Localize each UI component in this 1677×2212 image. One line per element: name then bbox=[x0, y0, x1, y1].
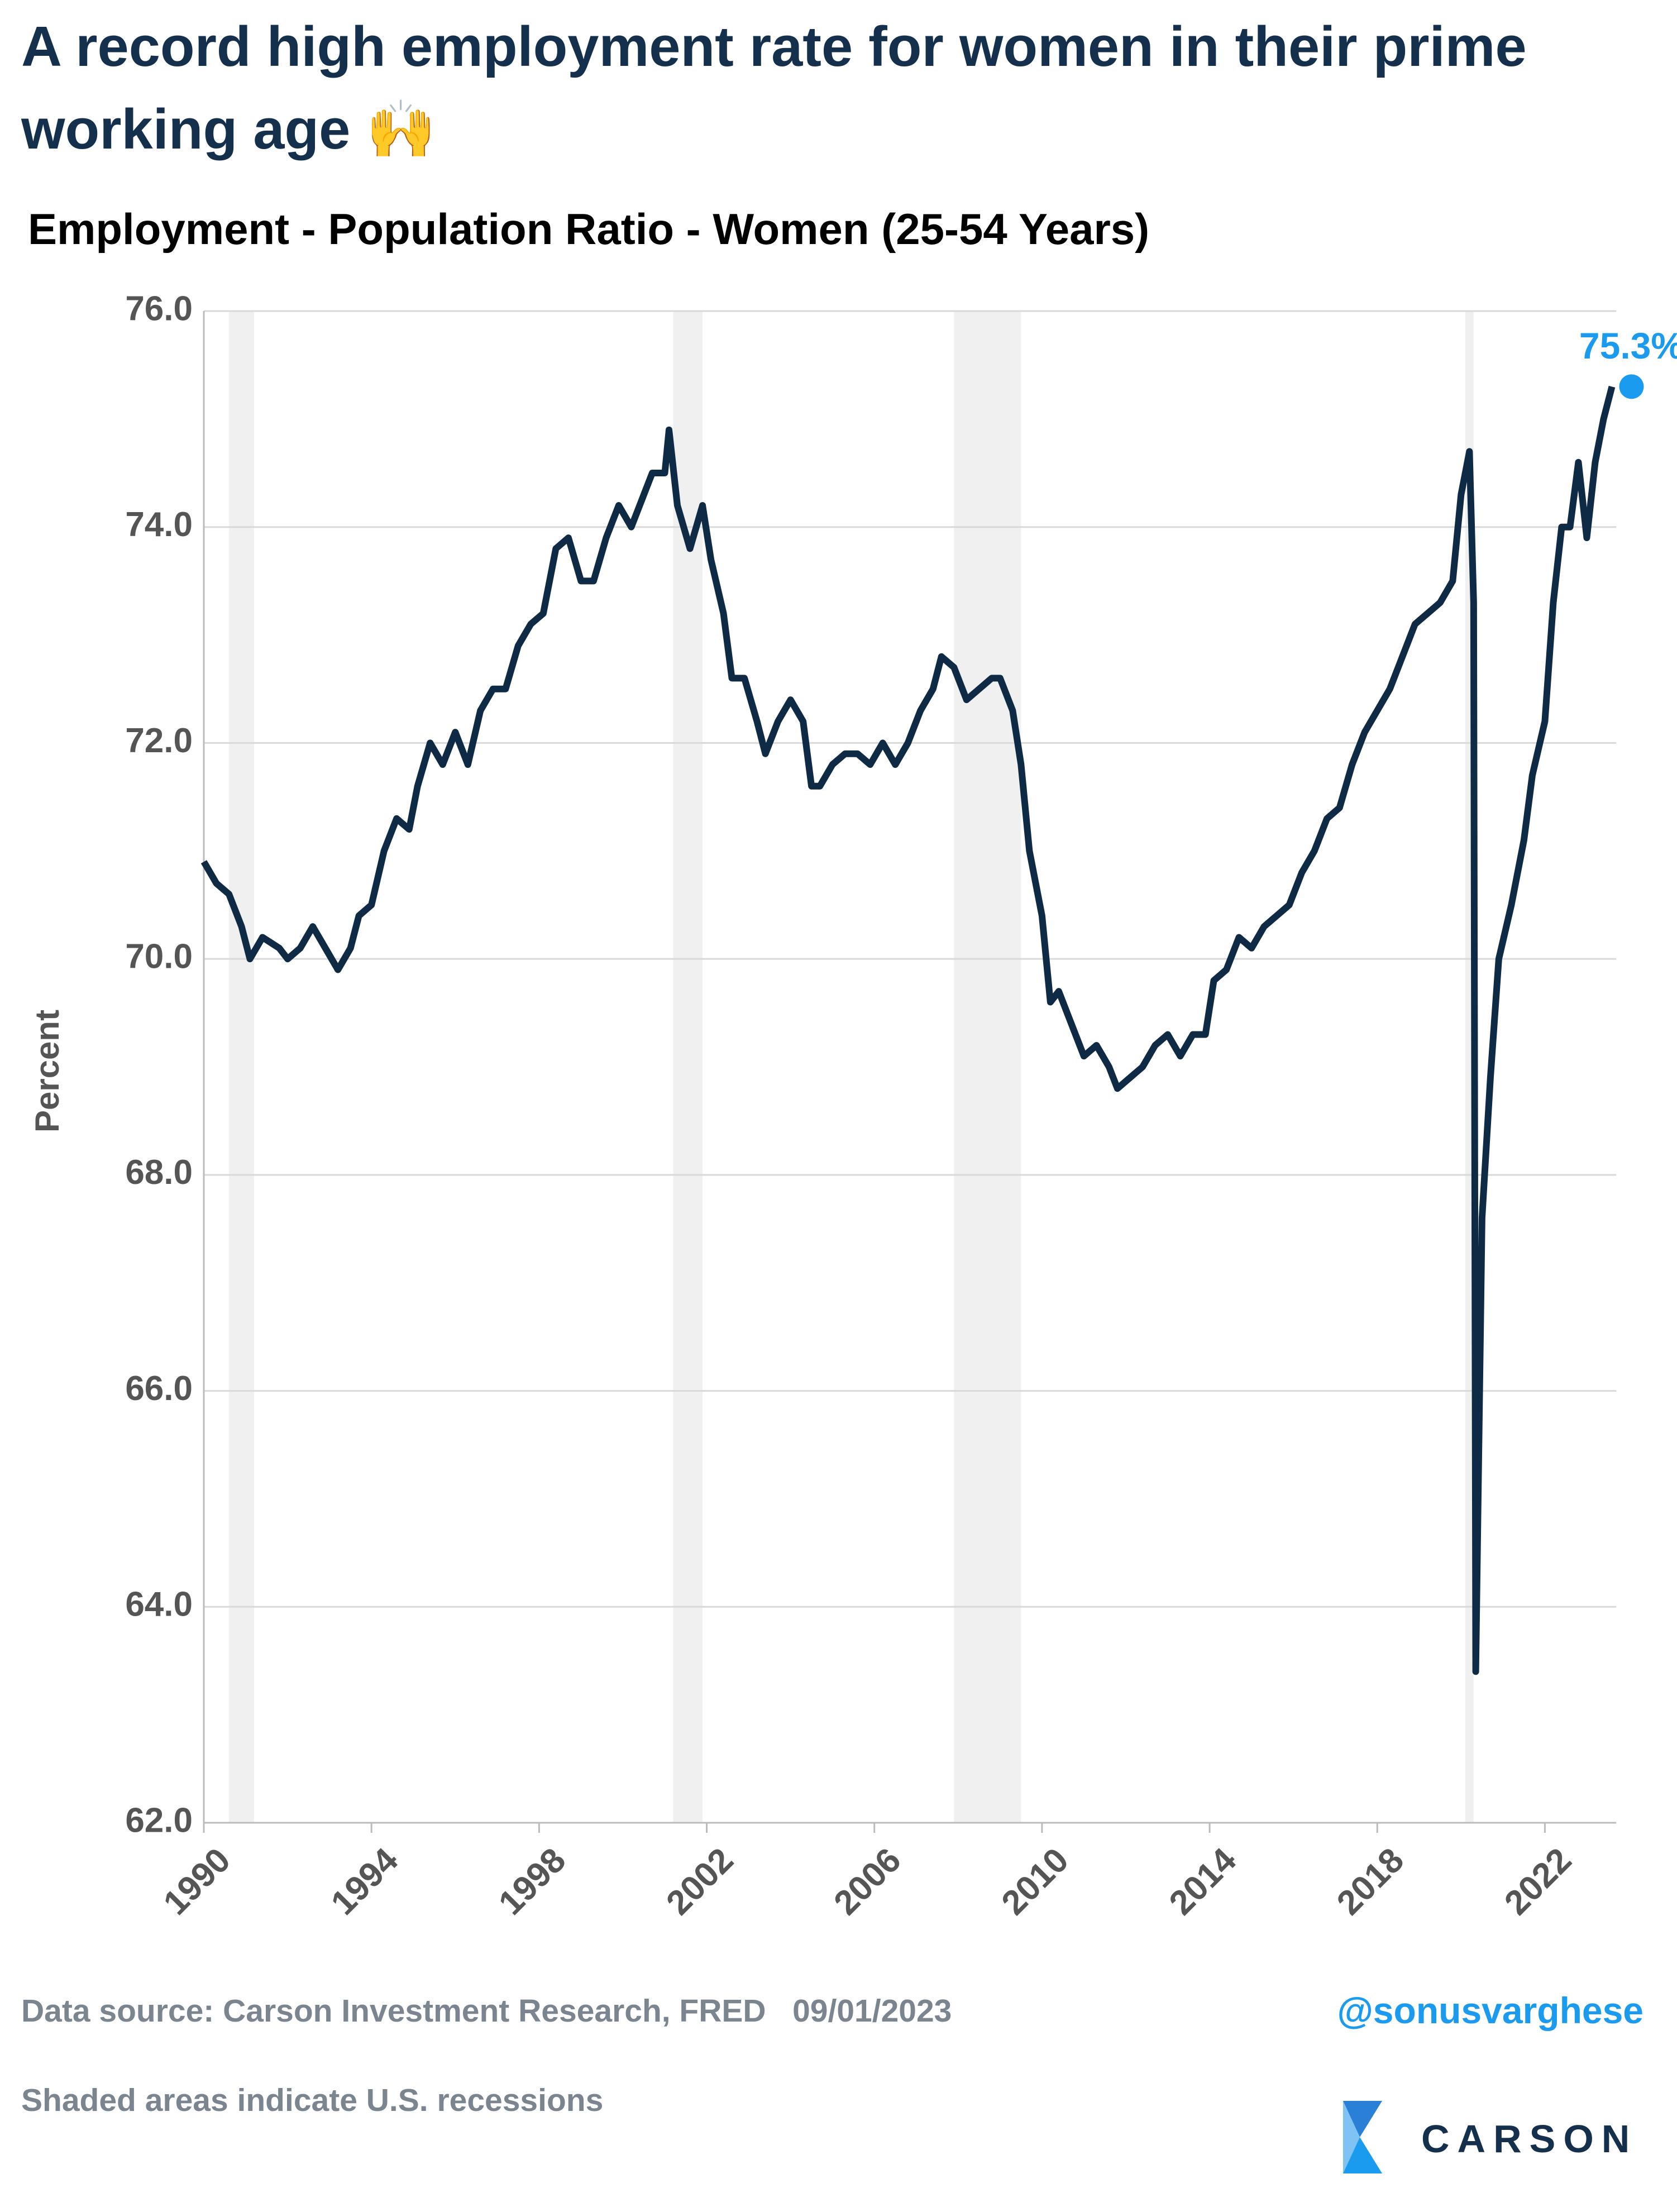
y-tick-label: 68.0 bbox=[125, 1153, 193, 1192]
recession-band bbox=[229, 311, 255, 1823]
y-axis-label: Percent bbox=[28, 1010, 66, 1133]
logo-text: CARSON bbox=[1421, 2117, 1638, 2161]
y-tick-label: 76.0 bbox=[125, 289, 193, 328]
y-tick-label: 66.0 bbox=[125, 1369, 193, 1408]
handle: @sonusvarghese bbox=[1337, 1990, 1643, 2031]
source: Data source: Carson Investment Research,… bbox=[21, 1993, 952, 2029]
x-tick-label: 1990 bbox=[156, 1841, 238, 1922]
subtitle: Employment - Population Ratio - Women (2… bbox=[28, 204, 1150, 254]
annotation: 75.3% bbox=[1579, 325, 1677, 366]
x-tick-label: 2018 bbox=[1330, 1841, 1411, 1922]
x-tick-label: 2006 bbox=[826, 1841, 908, 1922]
logo-mark bbox=[1343, 2101, 1382, 2173]
title: A record high employment rate for women … bbox=[21, 16, 1527, 161]
x-tick-label: 1994 bbox=[324, 1841, 406, 1923]
last-point bbox=[1619, 374, 1644, 399]
x-tick-label: 1998 bbox=[491, 1841, 573, 1922]
note: Shaded areas indicate U.S. recessions bbox=[21, 2082, 604, 2118]
y-tick-label: 72.0 bbox=[125, 722, 193, 760]
x-tick-label: 2002 bbox=[659, 1841, 740, 1922]
y-tick-label: 64.0 bbox=[125, 1585, 193, 1624]
y-tick-label: 74.0 bbox=[125, 505, 193, 544]
recession-band bbox=[673, 311, 703, 1823]
x-tick-label: 2022 bbox=[1497, 1841, 1579, 1922]
y-tick-label: 70.0 bbox=[125, 938, 193, 976]
y-tick-label: 62.0 bbox=[125, 1801, 193, 1840]
series-line bbox=[200, 385, 1616, 1675]
x-tick-label: 2014 bbox=[1162, 1841, 1244, 1923]
x-tick-label: 2010 bbox=[995, 1841, 1076, 1922]
recession-band bbox=[954, 311, 1021, 1823]
